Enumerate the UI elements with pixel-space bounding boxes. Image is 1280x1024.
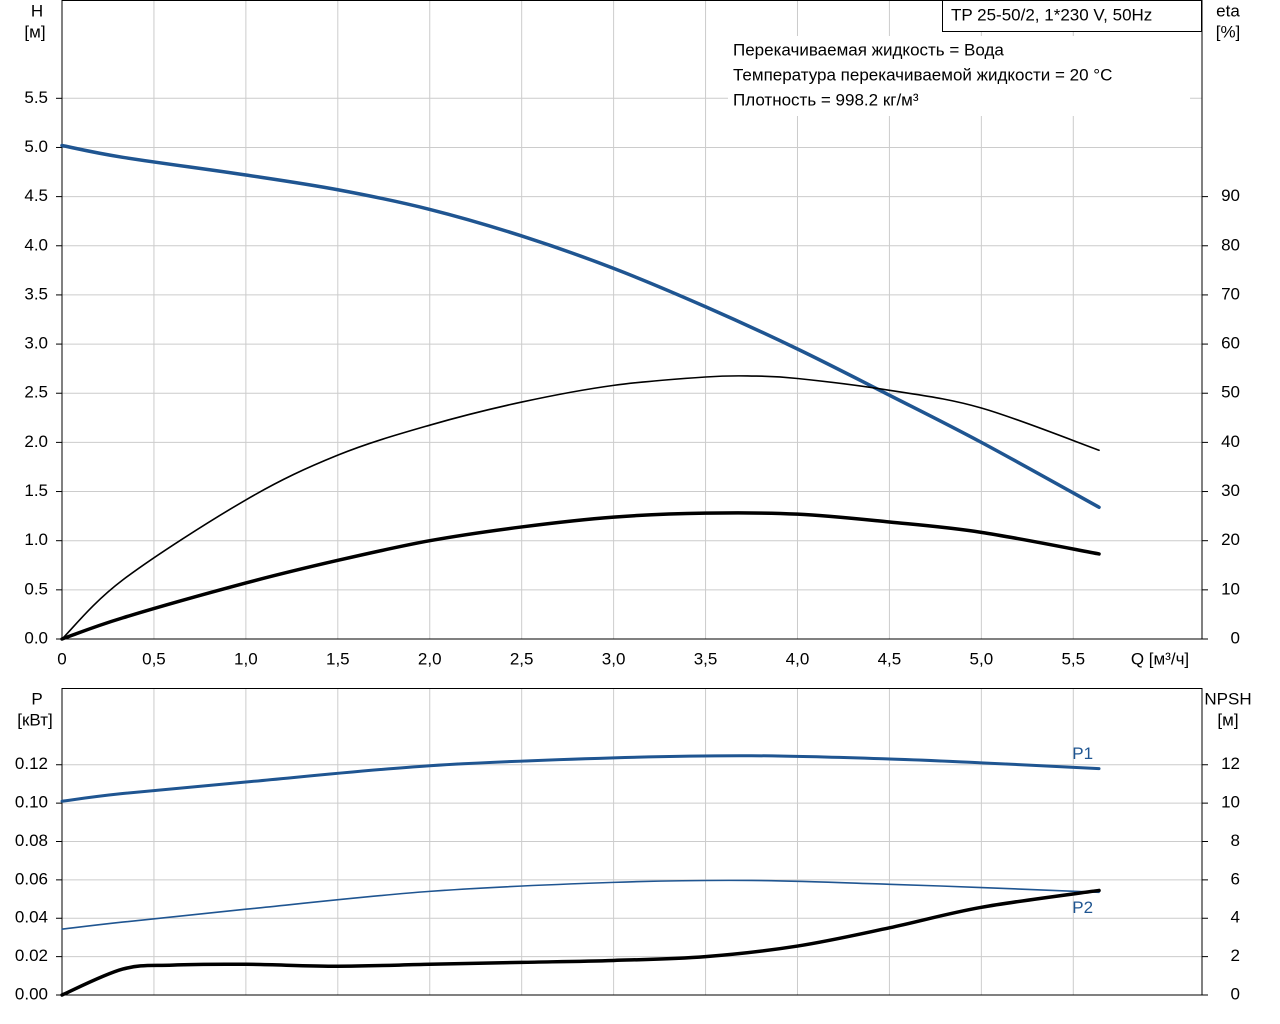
y-tick-label: 1.5 — [24, 481, 48, 500]
x-tick-label: 1,5 — [326, 649, 350, 668]
title-box — [942, 0, 1202, 32]
curve — [60, 511, 1101, 641]
y2-tick-label: 60 — [1221, 334, 1240, 353]
y-tick-label: 3.5 — [24, 284, 48, 303]
y2-tick-label: 8 — [1231, 831, 1240, 850]
y2-tick-label: 10 — [1221, 579, 1240, 598]
y-tick-label: 0.08 — [15, 831, 48, 850]
y-tick-label: 4.5 — [24, 186, 48, 205]
y-tick-label: 0.5 — [24, 579, 48, 598]
y-label: P — [31, 689, 42, 708]
y-tick-label: 4.0 — [24, 235, 48, 254]
y2-tick-label: 4 — [1231, 908, 1240, 927]
x-tick-label: 3,5 — [694, 649, 718, 668]
y-unit: [м] — [24, 22, 45, 41]
y-tick-label: 1.0 — [24, 530, 48, 549]
x-tick-label: 2,5 — [510, 649, 534, 668]
y2-tick-label: 70 — [1221, 284, 1240, 303]
y2-tick-label: 0 — [1231, 984, 1240, 1003]
y2-tick-label: 20 — [1221, 530, 1240, 549]
curve — [60, 754, 1101, 803]
y2-tick-label: 2 — [1231, 946, 1240, 965]
y2-tick-label: 30 — [1221, 481, 1240, 500]
info-line: Плотность = 998.2 кг/м³ — [733, 90, 919, 109]
y2-tick-label: 40 — [1221, 432, 1240, 451]
y-tick-label: 2.0 — [24, 432, 48, 451]
x-tick-label: 5,5 — [1061, 649, 1085, 668]
y-tick-label: 0.10 — [15, 793, 48, 812]
info-box-bg — [728, 36, 1190, 116]
curve — [61, 375, 1100, 640]
y2-tick-label: 90 — [1221, 186, 1240, 205]
x-tick-label: 4,0 — [786, 649, 810, 668]
x-tick-label: 3,0 — [602, 649, 626, 668]
y-tick-label: 0.02 — [15, 946, 48, 965]
x-tick-label: 4,5 — [878, 649, 902, 668]
y2-tick-label: 0 — [1231, 628, 1240, 647]
y2-tick-label: 50 — [1221, 383, 1240, 402]
y2-unit: [%] — [1216, 22, 1241, 41]
title: TP 25-50/2, 1*230 V, 50Hz — [951, 5, 1152, 24]
series-label: P1 — [1072, 744, 1093, 763]
y2-label: eta — [1216, 1, 1240, 20]
curve — [60, 888, 1101, 997]
info-line: Перекачиваемая жидкость = Вода — [733, 40, 1004, 59]
x-tick-label: 5,0 — [970, 649, 994, 668]
y-label: H — [31, 1, 43, 20]
plot-frame — [61, 0, 1203, 640]
y2-tick-label: 10 — [1221, 793, 1240, 812]
y-tick-label: 0.06 — [15, 869, 48, 888]
y2-tick-label: 6 — [1231, 869, 1240, 888]
y-unit: [кВт] — [17, 710, 52, 729]
info-line: Температура перекачиваемой жидкости = 20… — [733, 65, 1112, 84]
y-tick-label: 3.0 — [24, 334, 48, 353]
plot-frame — [61, 688, 1203, 996]
x-label: Q [м³/ч] — [1131, 649, 1189, 668]
y-tick-label: 0.12 — [15, 754, 48, 773]
x-tick-label: 1,0 — [234, 649, 258, 668]
series-label: P2 — [1072, 898, 1093, 917]
y2-tick-label: 80 — [1221, 235, 1240, 254]
x-tick-label: 0,5 — [142, 649, 166, 668]
y2-label: NPSH — [1204, 689, 1251, 708]
curve — [61, 879, 1100, 930]
x-tick-label: 0 — [57, 649, 66, 668]
x-tick-label: 2,0 — [418, 649, 442, 668]
y-tick-label: 0.0 — [24, 628, 48, 647]
y-tick-label: 0.00 — [15, 984, 48, 1003]
y-tick-label: 0.04 — [15, 908, 48, 927]
y-tick-label: 5.5 — [24, 88, 48, 107]
y2-unit: [м] — [1217, 710, 1238, 729]
y-tick-label: 2.5 — [24, 383, 48, 402]
y-tick-label: 5.0 — [24, 137, 48, 156]
y2-tick-label: 12 — [1221, 754, 1240, 773]
curve — [60, 143, 1101, 510]
